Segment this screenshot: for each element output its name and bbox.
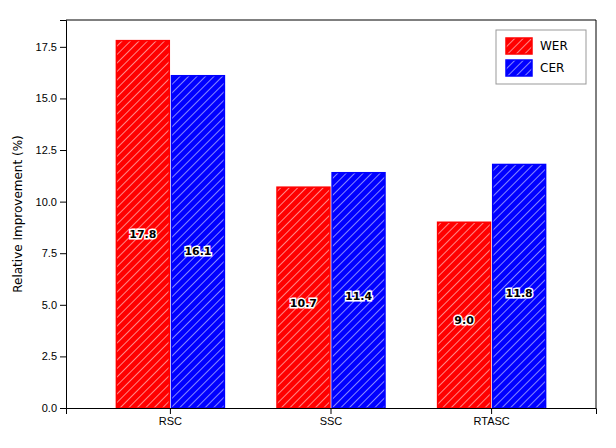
y-tick-mark [60, 150, 66, 151]
legend: WER CER [496, 30, 586, 84]
y-tick-mark [60, 98, 66, 99]
frame-right [596, 20, 597, 408]
frame-top [66, 20, 596, 21]
x-tick-mark [170, 408, 171, 414]
y-tick-label: 5.0 [42, 299, 57, 311]
bar [438, 222, 491, 408]
bars [116, 41, 545, 408]
chart: 0.0 2.5 5.0 7.5 10.0 12.5 15.0 17.5 RSC SSC RTASC 1… [0, 0, 616, 448]
x-tick: RSC [159, 408, 182, 427]
y-tick-mark [60, 305, 66, 306]
y-tick: 2.5 [42, 350, 66, 362]
y-tick: 5.0 [42, 299, 66, 311]
data-label: 16.1 [184, 245, 211, 258]
x-tick-label: SSC [320, 415, 343, 427]
y-tick: 0.0 [42, 402, 66, 414]
y-tick-label: 12.5 [36, 144, 57, 156]
y-tick-mark [60, 253, 66, 254]
legend-item: CER [506, 60, 564, 76]
bar [171, 76, 224, 408]
y-axis-line [60, 21, 67, 409]
y-tick-mark [60, 408, 66, 409]
y-tick-mark [60, 356, 66, 357]
y-axis-title: Relative Improvement (%) [11, 135, 25, 293]
y-tick-label: 7.5 [42, 247, 57, 259]
y-tick-label: 2.5 [42, 350, 57, 362]
y-tick: 7.5 [42, 247, 66, 259]
data-labels: 17.8 10.7 9.0 16.1 11.4 11.8 [129, 228, 532, 326]
x-tick-label: RTASC [473, 415, 509, 427]
bar [493, 164, 546, 408]
x-tick: RTASC [473, 408, 509, 427]
y-tick-mark [60, 202, 66, 203]
y-tick-label: 10.0 [36, 196, 57, 208]
y-tick-mark [60, 47, 66, 48]
x-tick-label: RSC [159, 415, 182, 427]
data-label: 11.8 [506, 287, 533, 300]
data-label: 17.8 [129, 228, 156, 241]
y-tick-label: 0.0 [42, 402, 57, 414]
data-label: 10.7 [290, 297, 317, 310]
legend-label: WER [540, 39, 568, 53]
y-tick: 12.5 [36, 144, 66, 156]
y-axis: 0.0 2.5 5.0 7.5 10.0 12.5 15.0 17.5 [36, 21, 67, 415]
y-tick: 17.5 [36, 41, 66, 53]
data-label: 11.4 [345, 290, 372, 303]
bar [116, 41, 169, 408]
x-axis-line [67, 409, 597, 415]
y-tick-label: 17.5 [36, 41, 57, 53]
legend-swatch [506, 60, 532, 76]
y-tick: 10.0 [36, 196, 66, 208]
data-label: 9.0 [454, 314, 474, 327]
bar [332, 173, 385, 408]
y-tick: 15.0 [36, 92, 66, 104]
x-tick-mark [331, 408, 332, 414]
legend-item: WER [506, 38, 568, 54]
x-tick-mark [491, 408, 492, 414]
x-axis: RSC SSC RTASC [67, 408, 597, 427]
y-tick-label: 15.0 [36, 92, 57, 104]
legend-label: CER [540, 61, 564, 75]
plot: 0.0 2.5 5.0 7.5 10.0 12.5 15.0 17.5 RSC SSC RTASC 1… [36, 20, 597, 427]
legend-frame [496, 30, 586, 84]
x-tick: SSC [320, 408, 343, 427]
bar [277, 187, 330, 408]
legend-swatch [506, 38, 532, 54]
